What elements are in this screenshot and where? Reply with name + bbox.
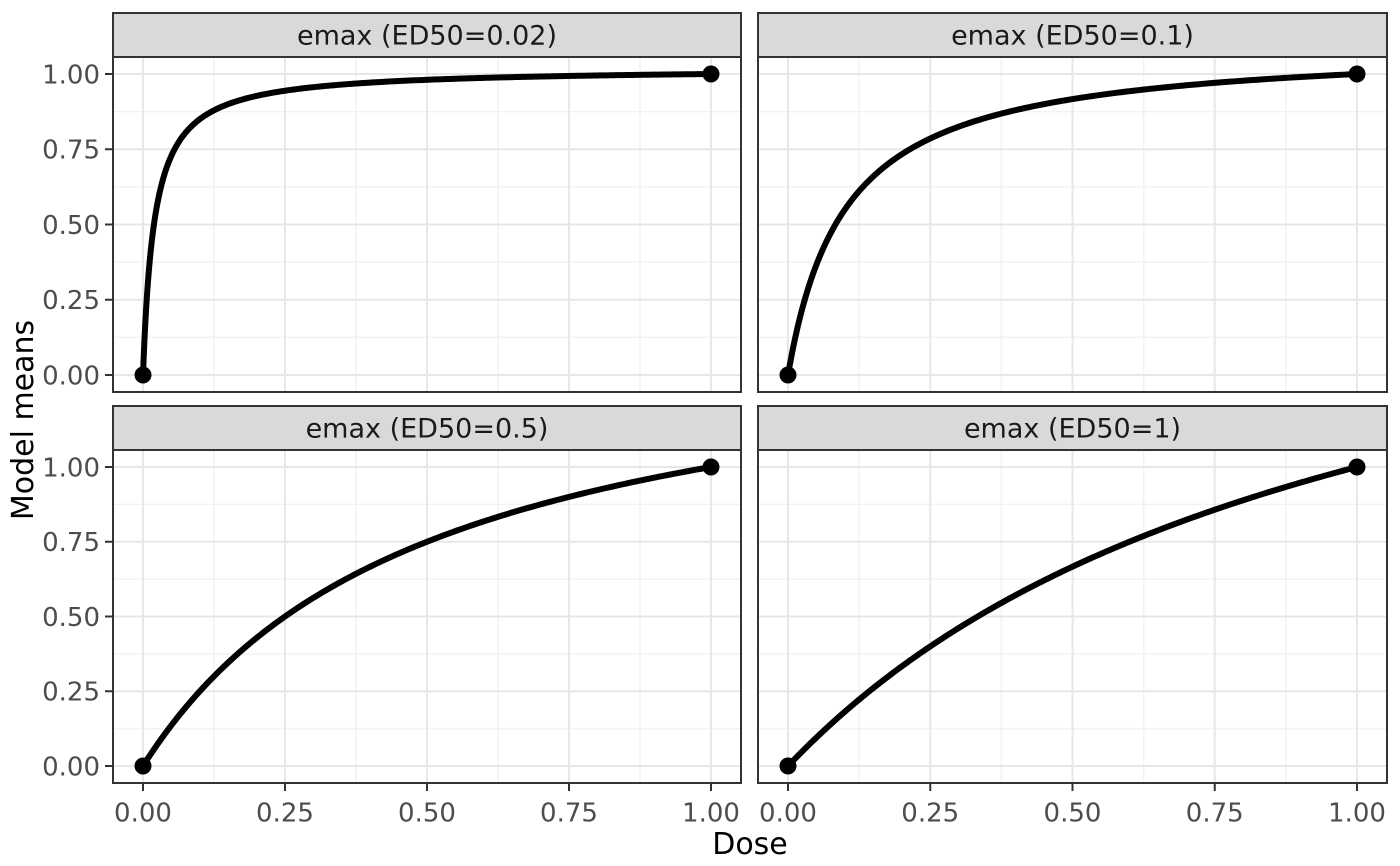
x-tick-label: 0.75: [1186, 799, 1244, 829]
y-tick-label: 0.75: [42, 136, 100, 166]
facet-panel: emax (ED50=1): [757, 405, 1388, 784]
y-tick-label: 0.25: [42, 678, 100, 708]
x-tick-label: 0.00: [759, 799, 817, 829]
data-point: [1348, 65, 1366, 83]
axes-layer: 0.00 0.25 0.50 0.75 1.00 0.00 0.25 0.50 0.75 1.00…: [42, 60, 1386, 828]
x-tick-label: 0.25: [256, 799, 314, 829]
data-point: [134, 366, 152, 384]
emax-curve: [785, 71, 1360, 378]
x-tick-label: 0.25: [901, 799, 959, 829]
y-tick-label: 1.00: [42, 60, 100, 90]
data-point: [134, 757, 152, 775]
facet-panel: emax (ED50=0.02): [112, 12, 742, 393]
panel-border: [757, 56, 1388, 393]
y-tick-label: 0.50: [42, 603, 100, 633]
x-tick-label: 1.00: [682, 799, 740, 829]
data-point: [779, 757, 797, 775]
facet-strip: [112, 405, 742, 451]
y-tick-label: 0.50: [42, 211, 100, 241]
y-tick-label: 0.25: [42, 286, 100, 316]
facet-strip-label: emax (ED50=0.5): [306, 414, 549, 445]
emax-curve: [785, 464, 1360, 769]
facet-strip-label: emax (ED50=1): [964, 414, 1181, 445]
emax-curve: [140, 71, 714, 378]
x-tick-label: 0.00: [114, 799, 172, 829]
x-axis-title: Dose: [712, 827, 788, 862]
facet-panel: emax (ED50=0.5): [112, 405, 742, 784]
facet-strip-label: emax (ED50=0.1): [951, 21, 1194, 52]
y-tick-label: 0.00: [42, 752, 100, 782]
x-tick-label: 0.50: [398, 799, 456, 829]
y-tick-label: 0.75: [42, 528, 100, 558]
y-tick-label: 1.00: [42, 453, 100, 483]
y-axis-title: Model means: [6, 319, 41, 521]
data-point: [779, 366, 797, 384]
data-point: [1348, 458, 1366, 476]
facet-strip: [112, 12, 742, 58]
facet-strip: [757, 12, 1388, 58]
x-tick-label: 1.00: [1328, 799, 1386, 829]
y-tick-label: 0.00: [42, 361, 100, 391]
x-tick-label: 0.50: [1044, 799, 1102, 829]
data-point: [702, 65, 720, 83]
x-tick-label: 0.75: [540, 799, 598, 829]
facet-strip: [757, 405, 1388, 451]
panels-layer: emax (ED50=0.02) emax (ED50=0.1) emax (ED5…: [112, 12, 1388, 784]
facet-strip-label: emax (ED50=0.02): [297, 21, 557, 52]
emax-curve: [140, 464, 714, 769]
data-point: [702, 458, 720, 476]
facet-panel: emax (ED50=0.1): [757, 12, 1388, 393]
